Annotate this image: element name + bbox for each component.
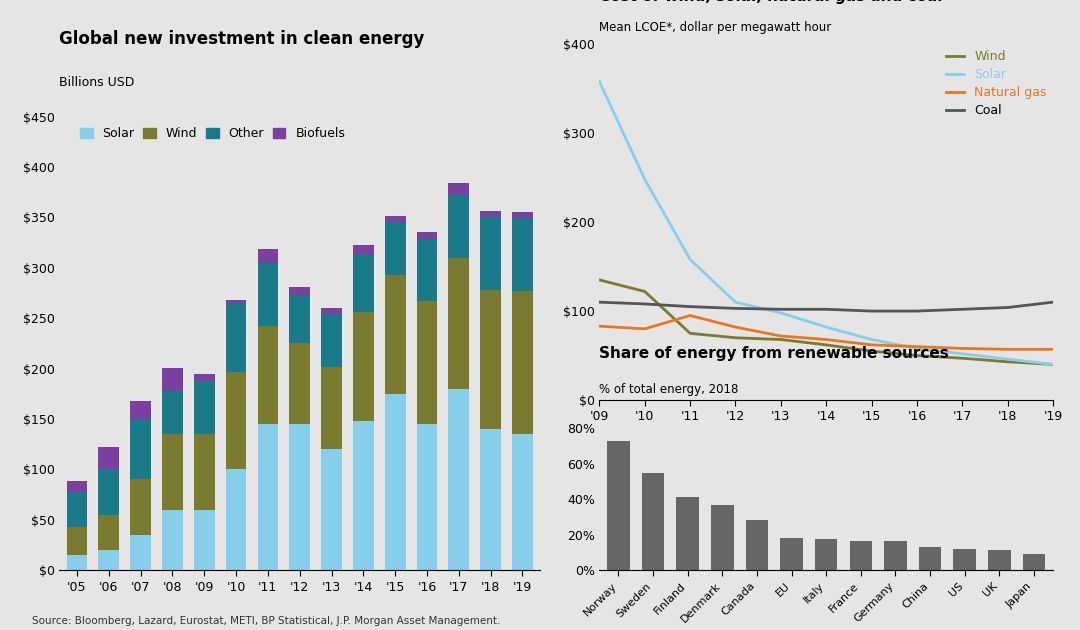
Bar	[194, 374, 215, 381]
Bar	[745, 520, 768, 570]
Bar	[642, 472, 664, 570]
Bar	[257, 424, 279, 570]
Bar	[226, 372, 246, 469]
Bar	[226, 469, 246, 570]
Bar	[257, 326, 279, 424]
Bar	[353, 421, 374, 570]
Bar	[289, 424, 310, 570]
Bar	[131, 419, 151, 479]
Bar	[67, 481, 87, 491]
Bar	[954, 549, 976, 570]
Bar	[194, 510, 215, 570]
Bar	[448, 195, 469, 258]
Bar	[512, 291, 532, 434]
Bar	[289, 287, 310, 295]
Bar	[384, 216, 405, 222]
Bar	[289, 343, 310, 424]
Bar	[98, 447, 119, 469]
Bar	[417, 232, 437, 239]
Text: Billions USD: Billions USD	[59, 76, 135, 89]
Bar	[353, 254, 374, 312]
Bar	[512, 434, 532, 570]
Bar	[417, 239, 437, 301]
Bar	[711, 505, 733, 570]
Bar	[448, 183, 469, 195]
Bar	[885, 541, 907, 570]
Bar	[384, 275, 405, 394]
Bar	[512, 212, 532, 219]
Bar	[353, 244, 374, 254]
Bar	[1023, 554, 1045, 570]
Bar	[384, 222, 405, 275]
Bar	[850, 541, 872, 570]
Text: Cost of wind, solar, natural gas and coal: Cost of wind, solar, natural gas and coa…	[599, 0, 943, 4]
Bar	[226, 303, 246, 372]
Bar	[321, 308, 342, 314]
Bar	[131, 401, 151, 419]
Bar	[384, 394, 405, 570]
Bar	[194, 381, 215, 434]
Bar	[481, 290, 501, 429]
Bar	[67, 491, 87, 527]
Bar	[162, 391, 183, 434]
Bar	[512, 219, 532, 291]
Bar	[448, 258, 469, 389]
Bar	[481, 429, 501, 570]
Bar	[226, 300, 246, 303]
Legend: Solar, Wind, Other, Biofuels: Solar, Wind, Other, Biofuels	[80, 127, 346, 140]
Bar	[607, 441, 630, 570]
Text: % of total energy, 2018: % of total energy, 2018	[599, 383, 739, 396]
Bar	[417, 301, 437, 424]
Bar	[676, 497, 699, 570]
Bar	[781, 538, 802, 570]
Bar	[481, 211, 501, 217]
Text: Share of energy from renewable sources: Share of energy from renewable sources	[599, 346, 949, 361]
Bar	[194, 434, 215, 510]
Bar	[815, 539, 837, 570]
Bar	[162, 434, 183, 510]
Bar	[481, 217, 501, 290]
Bar	[257, 263, 279, 326]
Bar	[98, 515, 119, 550]
Bar	[67, 527, 87, 555]
Text: Global new investment in clean energy: Global new investment in clean energy	[59, 30, 424, 49]
Bar	[257, 249, 279, 263]
Text: Source: Bloomberg, Lazard, Eurostat, METI, BP Statistical, J.P. Morgan Asset Man: Source: Bloomberg, Lazard, Eurostat, MET…	[32, 616, 501, 626]
Bar	[448, 389, 469, 570]
Bar	[321, 314, 342, 367]
Bar	[131, 479, 151, 535]
Bar	[98, 469, 119, 515]
Bar	[919, 547, 942, 570]
Bar	[162, 367, 183, 391]
Bar	[162, 510, 183, 570]
Text: Mean LCOE*, dollar per megawatt hour: Mean LCOE*, dollar per megawatt hour	[599, 21, 832, 34]
Legend: Wind, Solar, Natural gas, Coal: Wind, Solar, Natural gas, Coal	[945, 50, 1047, 117]
Bar	[988, 550, 1011, 570]
Bar	[67, 555, 87, 570]
Bar	[131, 535, 151, 570]
Bar	[289, 295, 310, 343]
Bar	[353, 312, 374, 421]
Bar	[98, 550, 119, 570]
Bar	[321, 449, 342, 570]
Bar	[417, 424, 437, 570]
Bar	[321, 367, 342, 449]
